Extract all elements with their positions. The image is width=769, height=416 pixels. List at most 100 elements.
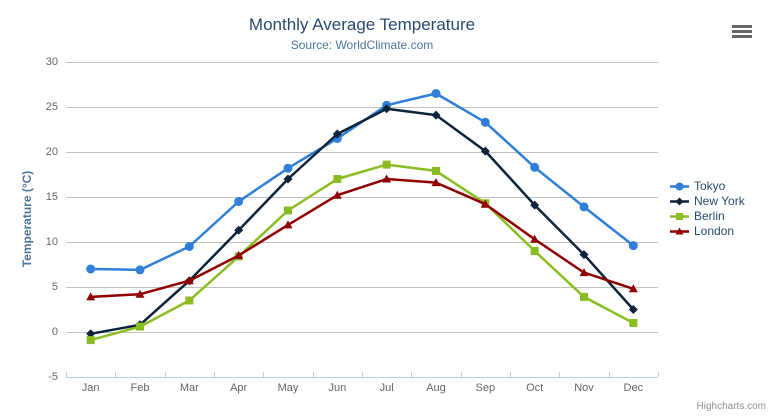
legend-marker-group <box>670 227 689 235</box>
burger-bar <box>732 30 752 33</box>
series-point-berlin[interactable] <box>382 160 391 169</box>
legend-item-tokyo[interactable]: Tokyo <box>670 179 745 194</box>
series-point-berlin[interactable] <box>629 319 638 327</box>
y-axis-label: 20 <box>45 146 58 158</box>
x-axis-label-nov: Nov <box>574 381 594 394</box>
series-point-tokyo[interactable] <box>579 202 589 212</box>
series-point-new-york[interactable] <box>480 146 490 156</box>
series-point-berlin[interactable] <box>676 213 683 220</box>
series-point-berlin[interactable] <box>86 336 95 345</box>
series-point-berlin[interactable] <box>333 175 342 183</box>
x-axis-label-feb: Feb <box>130 381 150 394</box>
series-point-tokyo[interactable] <box>675 182 684 191</box>
legend-marker-square-icon <box>670 213 689 220</box>
series-point-london[interactable] <box>480 199 490 208</box>
series-point-new-york[interactable] <box>382 104 392 114</box>
series-point-new-york[interactable] <box>675 197 684 206</box>
legend-label: Berlin <box>694 209 725 223</box>
series-point-london[interactable] <box>135 289 145 298</box>
series-line-london <box>89 177 635 299</box>
series-point-tokyo[interactable] <box>431 89 441 98</box>
series-point-berlin[interactable] <box>580 292 588 301</box>
x-axis-label-jul: Jul <box>379 381 394 394</box>
x-axis-label-aug: Aug <box>426 381 446 394</box>
legend-item-berlin[interactable]: Berlin <box>670 209 745 224</box>
series-point-berlin[interactable] <box>136 322 144 331</box>
series-new-york <box>86 104 638 339</box>
series-point-london[interactable] <box>283 220 293 229</box>
series-point-tokyo[interactable] <box>480 117 490 127</box>
series-point-london[interactable] <box>530 234 540 243</box>
series-point-london[interactable] <box>332 190 342 199</box>
series-point-tokyo[interactable] <box>86 264 96 274</box>
series-point-tokyo[interactable] <box>184 242 194 251</box>
series-point-new-york[interactable] <box>628 305 638 314</box>
legend-marker-triangle-icon <box>670 227 689 235</box>
series-point-new-york[interactable] <box>86 329 96 339</box>
x-axis <box>66 372 659 378</box>
y-axis-label: 30 <box>45 56 58 68</box>
series-point-new-york[interactable] <box>234 225 244 235</box>
legend: Tokyo New York Berlin London <box>670 179 745 239</box>
legend-marker-diamond-icon <box>670 197 689 206</box>
legend-marker-group <box>670 213 689 220</box>
series-point-london[interactable] <box>431 178 441 187</box>
series-point-london[interactable] <box>628 284 638 293</box>
chart-title: Monthly Average Temperature <box>248 15 476 34</box>
series-point-tokyo[interactable] <box>628 241 638 251</box>
series-line-new-york <box>89 107 635 336</box>
series-point-london[interactable] <box>86 292 96 301</box>
series-point-london[interactable] <box>184 276 194 285</box>
series-point-berlin[interactable] <box>284 206 292 215</box>
y-axis-label: 0 <box>51 326 58 338</box>
y-axis-label: 25 <box>45 101 58 113</box>
series-point-tokyo[interactable] <box>234 197 244 206</box>
series-point-berlin[interactable] <box>530 247 539 255</box>
legend-label: London <box>694 224 735 238</box>
burger-bar <box>732 35 752 38</box>
series-point-tokyo[interactable] <box>530 162 540 172</box>
series-point-tokyo[interactable] <box>283 163 293 173</box>
series-tokyo <box>86 89 638 275</box>
context-menu-icon[interactable] <box>732 25 752 40</box>
series-point-new-york[interactable] <box>431 110 441 120</box>
y-axis-label: 10 <box>45 236 58 248</box>
burger-bar <box>732 25 752 28</box>
chart-subtitle: Source: WorldClimate.com <box>290 38 434 52</box>
series-line-berlin <box>89 163 635 342</box>
series-point-berlin[interactable] <box>432 166 440 175</box>
legend-item-new-york[interactable]: New York <box>670 194 745 209</box>
legend-marker-circle-icon <box>670 182 689 191</box>
series-point-london[interactable] <box>675 227 684 235</box>
series-point-london[interactable] <box>234 251 244 259</box>
credits-link[interactable]: Highcharts.com <box>696 401 766 412</box>
x-axis-label-jan: Jan <box>81 381 100 394</box>
y-axis-label: 15 <box>45 191 58 203</box>
x-axis-label-jun: Jun <box>328 381 347 394</box>
y-axis-label: 5 <box>51 281 58 293</box>
series-london <box>86 174 638 301</box>
series-point-london[interactable] <box>579 268 589 277</box>
series-point-tokyo[interactable] <box>135 265 145 275</box>
x-axis-label-dec: Dec <box>623 381 644 394</box>
gridlines <box>66 62 658 333</box>
x-axis-label-sep: Sep <box>475 381 496 394</box>
series-point-new-york[interactable] <box>332 129 342 139</box>
x-axis-label-oct: Oct <box>526 381 544 394</box>
series-point-new-york[interactable] <box>283 174 293 184</box>
series-point-new-york[interactable] <box>530 200 540 210</box>
y-axis-title: Temperature (°C) <box>20 170 34 268</box>
series-point-berlin[interactable] <box>185 296 194 305</box>
legend-label: Tokyo <box>694 179 726 193</box>
series-point-london[interactable] <box>382 174 392 183</box>
legend-marker-group <box>670 197 689 206</box>
x-axis-label-may: May <box>277 381 299 394</box>
legend-label: New York <box>694 194 745 208</box>
legend-item-london[interactable]: London <box>670 224 745 239</box>
series-line-tokyo <box>89 92 635 272</box>
series-point-new-york[interactable] <box>579 250 589 260</box>
x-axis-label-apr: Apr <box>230 381 248 394</box>
legend-marker-group <box>670 182 689 191</box>
